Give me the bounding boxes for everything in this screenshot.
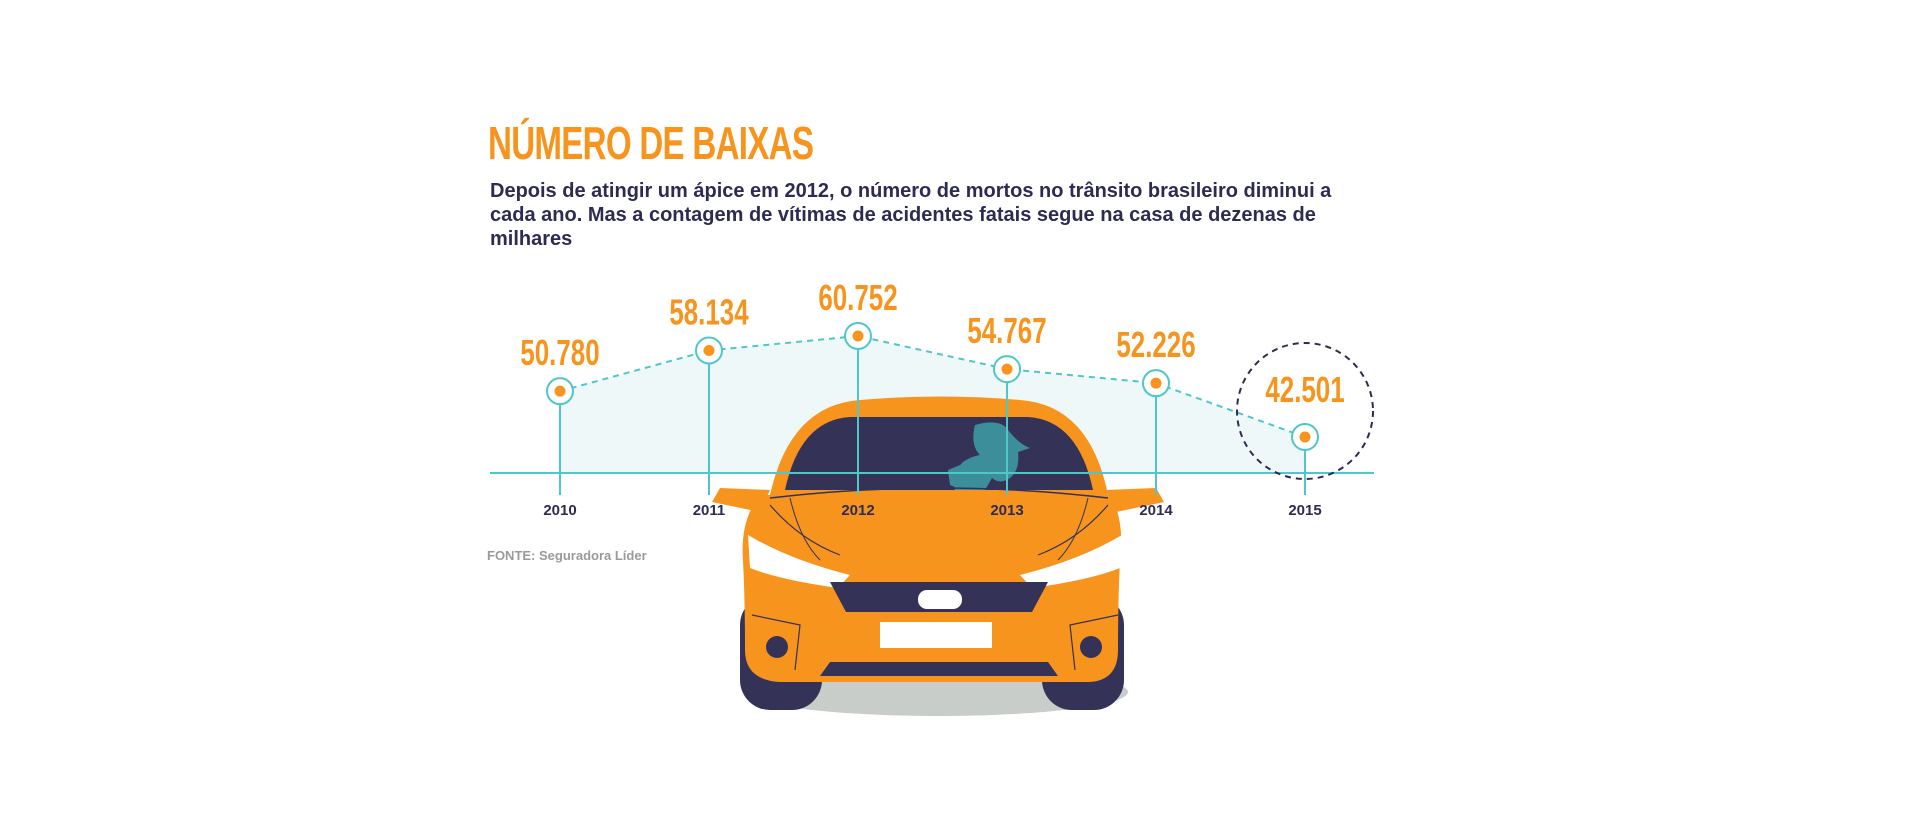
value-label-2012: 60.752: [818, 278, 897, 318]
marker-dot-2011: [703, 344, 715, 356]
highlight-ring: [1236, 342, 1374, 480]
data-point-2012: 60.752 2012: [818, 278, 897, 519]
marker-dot-2014: [1150, 377, 1162, 389]
x-tick-2011: 2011: [693, 502, 726, 519]
x-tick-2012: 2012: [841, 502, 874, 519]
value-label-2015: 42.501: [1265, 370, 1344, 410]
chart-title: NÚMERO DE BAIXAS: [488, 117, 814, 169]
data-point-2014: 52.226 2014: [1116, 325, 1195, 519]
series-line: [559, 334, 1306, 438]
marker-dot-2015: [1299, 431, 1311, 443]
value-label-2013: 54.767: [967, 311, 1046, 351]
source-note: FONTE: Seguradora Líder: [487, 548, 647, 563]
data-point-2013: 54.767 2013: [967, 311, 1046, 519]
x-tick-2010: 2010: [543, 502, 576, 519]
value-label-2014: 52.226: [1116, 325, 1195, 365]
value-label-2010: 50.780: [520, 333, 599, 373]
x-tick-2015: 2015: [1288, 502, 1321, 519]
x-tick-2014: 2014: [1139, 502, 1173, 519]
x-tick-2013: 2013: [990, 502, 1023, 519]
marker-dot-2013: [1001, 363, 1013, 375]
marker-dot-2012: [852, 330, 864, 342]
car-illustration: [712, 396, 1164, 716]
data-point-2015: 42.501 2015: [1265, 370, 1344, 519]
data-point-2011: 58.134 2011: [669, 292, 749, 519]
data-point-2010: 50.780 2010: [520, 333, 599, 519]
value-label-2011: 58.134: [669, 292, 749, 332]
chart-subtitle: Depois de atingir um ápice em 2012, o nú…: [490, 180, 1332, 250]
marker-dot-2010: [554, 385, 566, 397]
